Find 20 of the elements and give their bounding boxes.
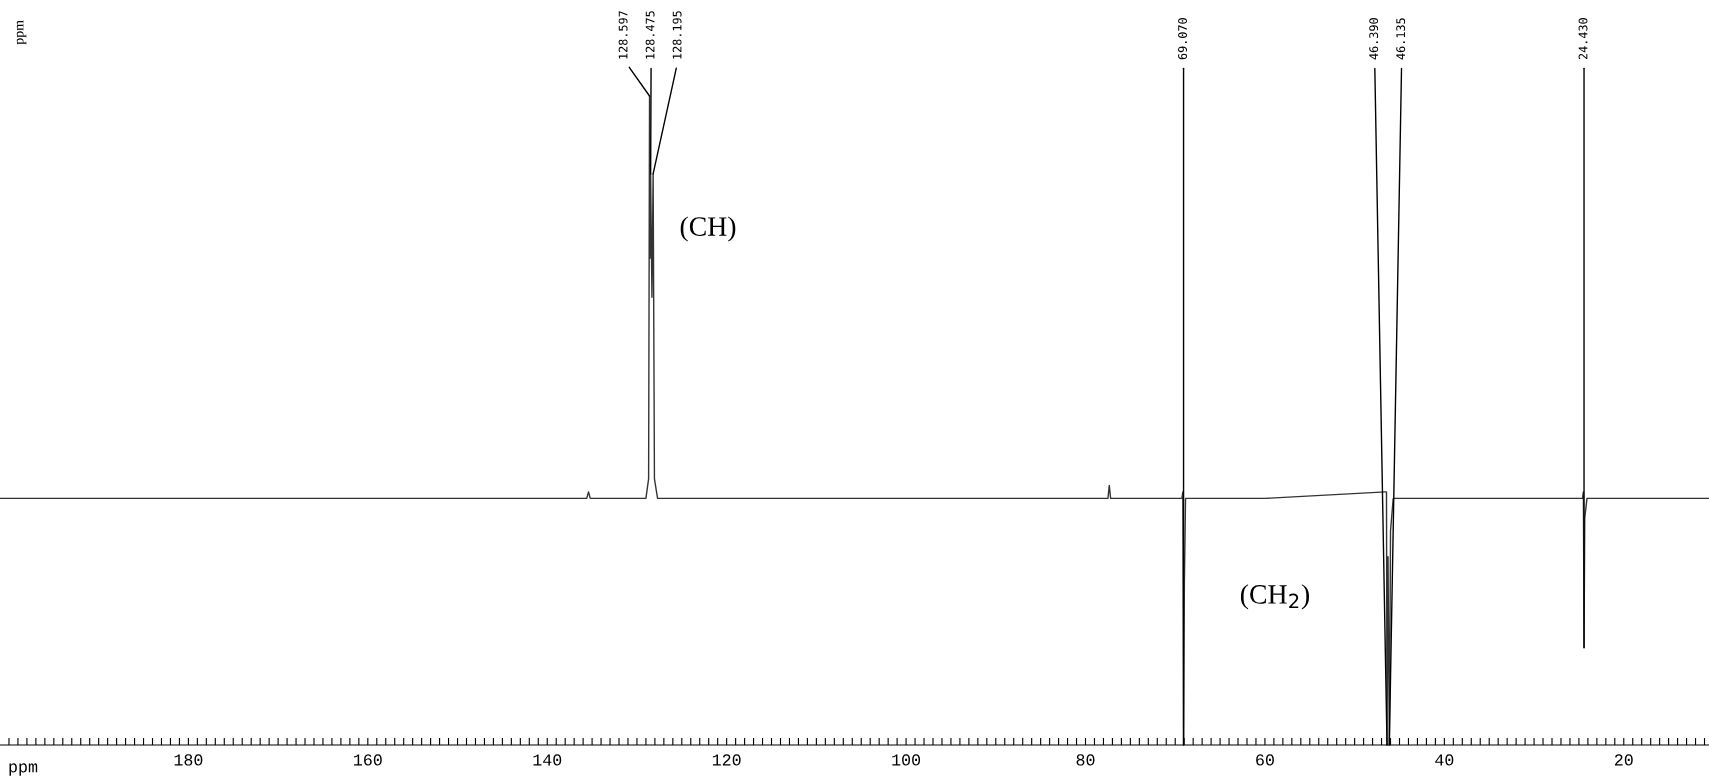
annotation: 69.070 (1178, 18, 1188, 60)
annotation: 128.475 (645, 11, 655, 59)
x-tick-label: 60 (1256, 754, 1274, 766)
annotation: 46.390 (1369, 18, 1379, 60)
annotation: 24.430 (1578, 18, 1588, 60)
annotation: 128.597 (618, 11, 628, 59)
y-axis-title: ppm (16, 20, 27, 45)
annotation: 46.135 (1396, 18, 1406, 60)
x-tick-label: 20 (1614, 754, 1633, 766)
x-tick-label: 140 (533, 754, 562, 766)
annotation: (CH$_{2}$) (1240, 584, 1309, 610)
annotation: 128.195 (672, 11, 682, 59)
x-tick-label: 40 (1435, 754, 1454, 766)
x-tick-label: 80 (1076, 754, 1095, 766)
annotation: (CH) (680, 216, 736, 242)
x-tick-label: 120 (712, 754, 741, 766)
x-axis-title: ppm (9, 763, 38, 776)
x-tick-label: 100 (892, 754, 921, 766)
x-tick-label: 160 (354, 754, 382, 766)
x-tick-label: 180 (174, 754, 203, 766)
